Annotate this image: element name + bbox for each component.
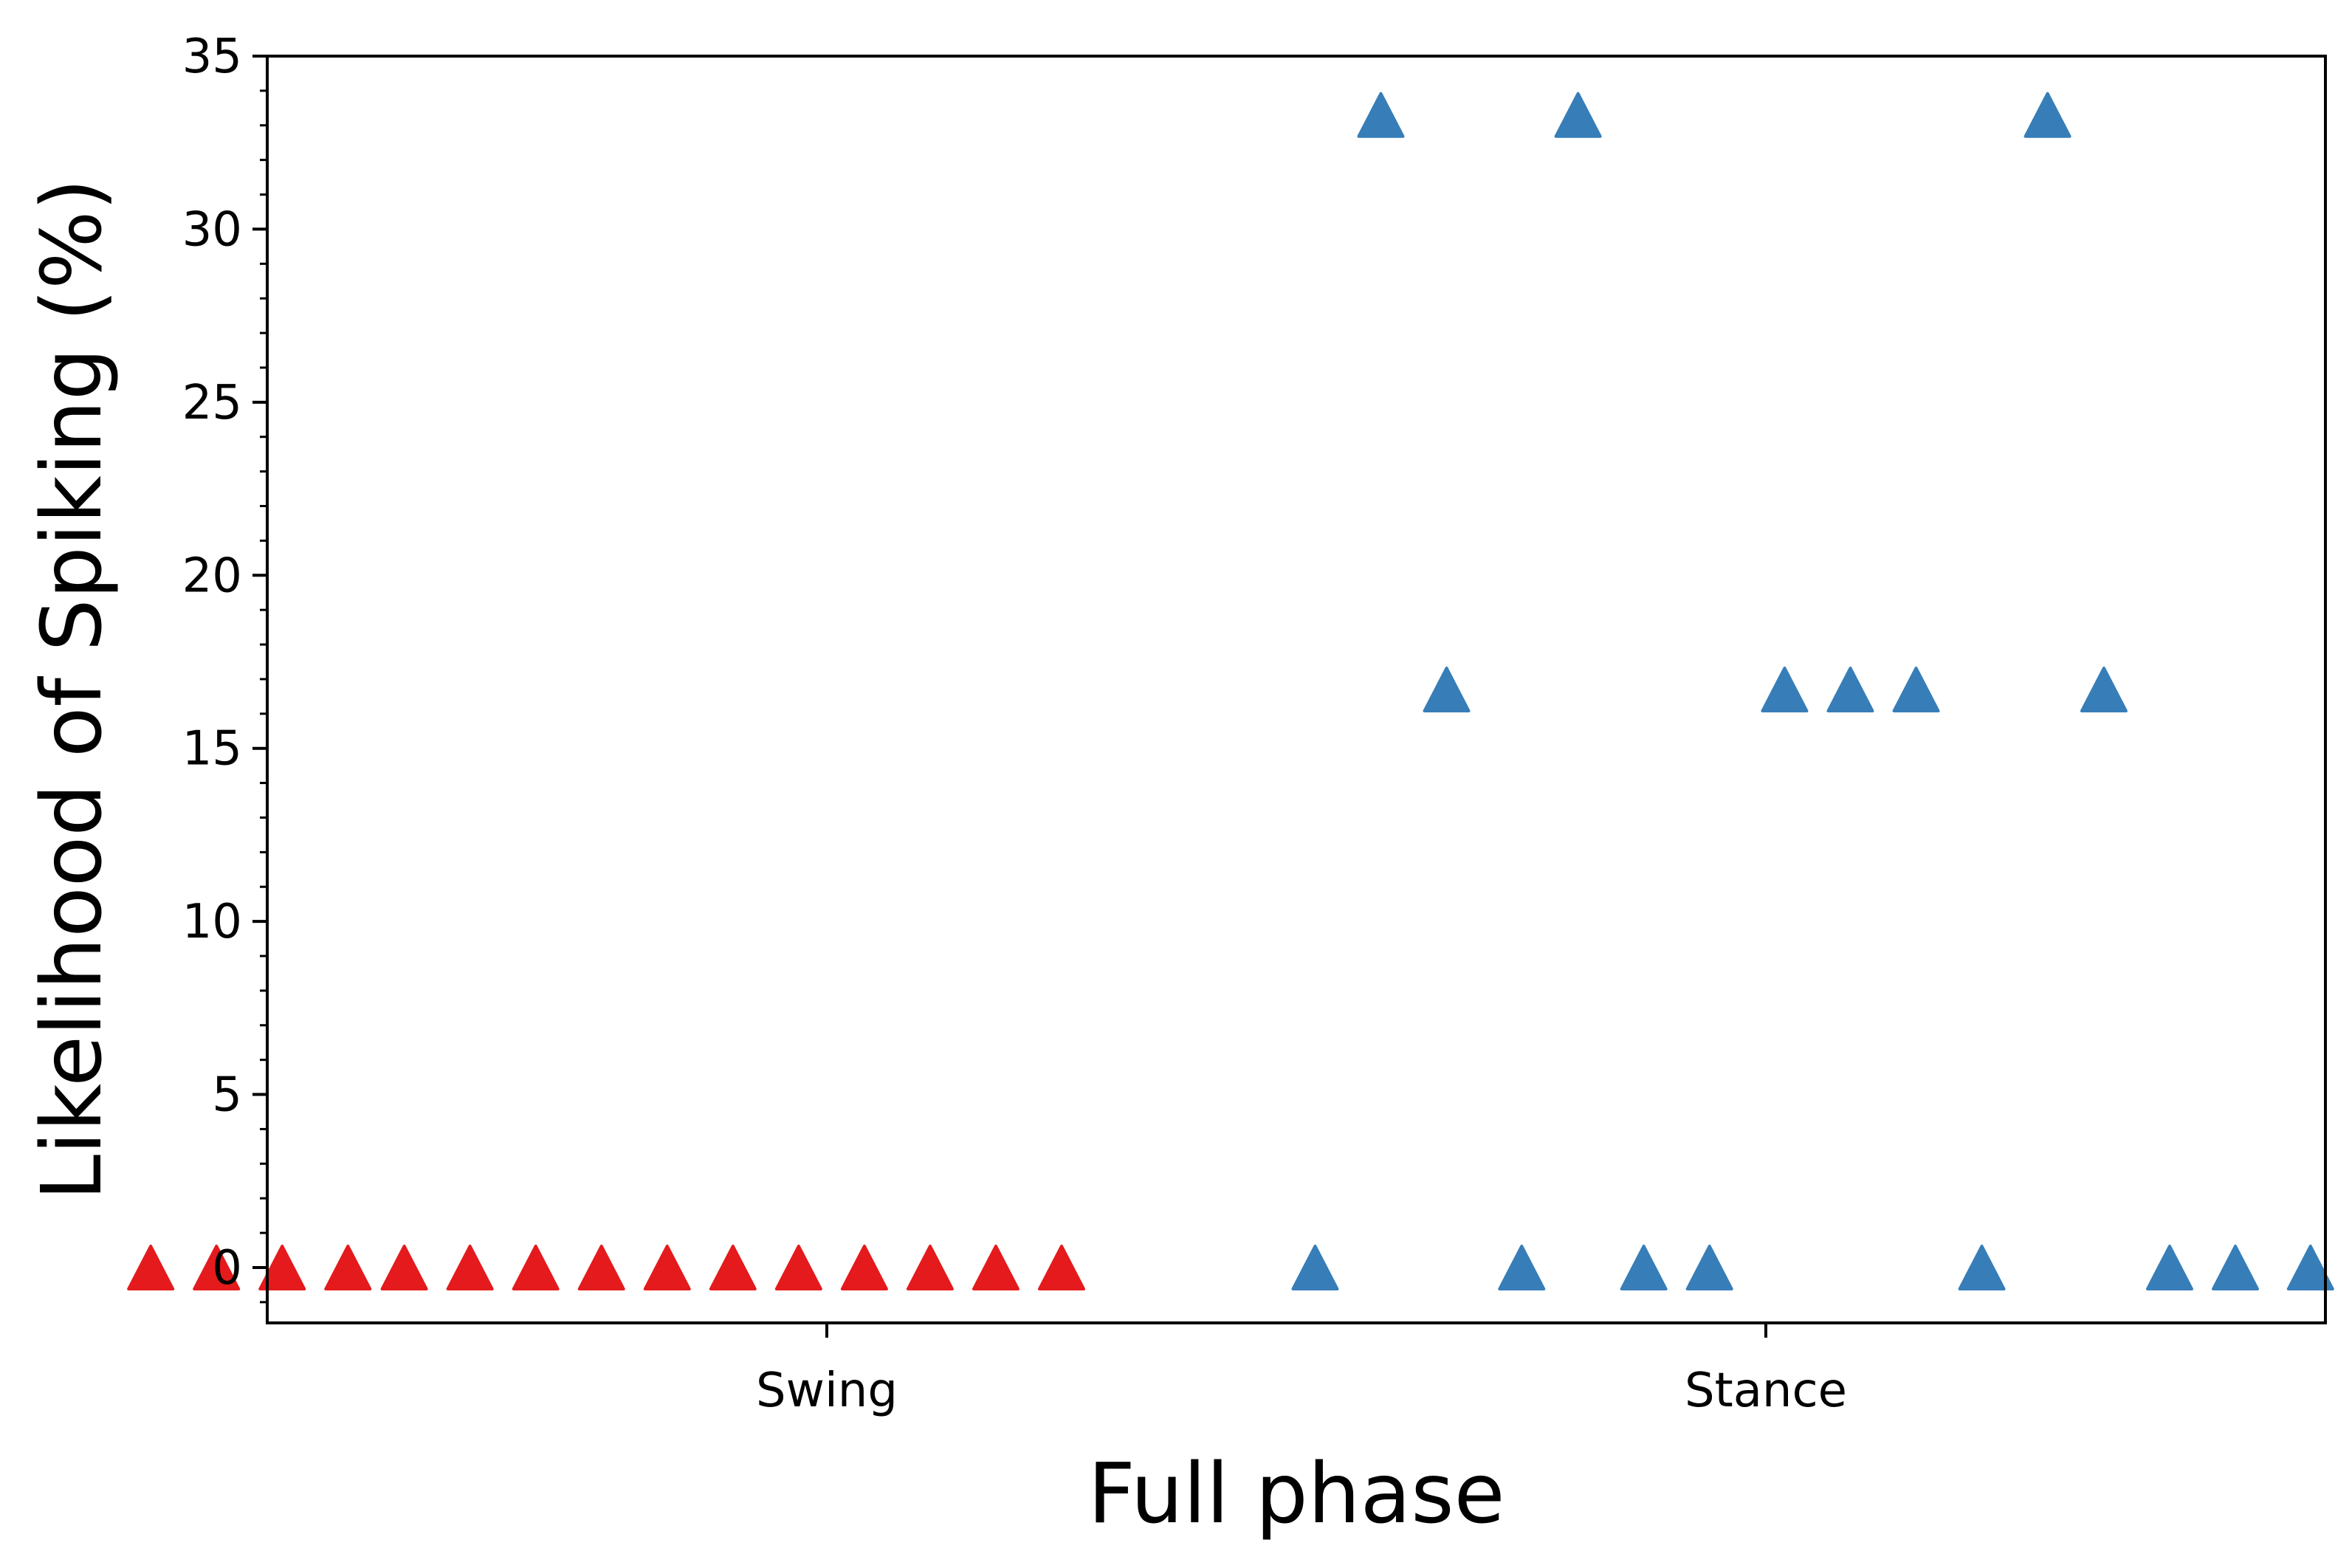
swing-point — [840, 1244, 888, 1290]
swing-point — [972, 1244, 1019, 1290]
swing-point — [906, 1244, 954, 1290]
y-axis-title: Likelihood of Spiking (%) — [24, 179, 120, 1201]
y-tick-label: 25 — [182, 376, 242, 430]
stance-point — [1554, 92, 1602, 138]
swing-point — [380, 1244, 428, 1290]
swing-point — [446, 1244, 494, 1290]
y-tick-label: 35 — [182, 30, 242, 84]
swing-point — [643, 1244, 691, 1290]
y-tick-label: 15 — [182, 722, 242, 777]
stance-point — [2286, 1244, 2334, 1290]
stance-point — [2212, 1244, 2259, 1290]
swing-point — [258, 1244, 306, 1290]
swing-point — [512, 1244, 560, 1290]
stance-point — [1892, 667, 1940, 712]
stance-point — [2145, 1244, 2193, 1290]
stance-point — [1826, 667, 1874, 712]
y-tick-label: 30 — [182, 202, 242, 257]
stance-point — [1291, 1244, 1339, 1290]
stance-point — [1423, 667, 1471, 712]
swing-point — [709, 1244, 757, 1290]
stance-point — [1498, 1244, 1546, 1290]
swing-point — [1038, 1244, 1085, 1290]
y-tick-label: 10 — [182, 895, 242, 949]
stance-point — [1620, 1244, 1668, 1290]
stance-point — [1685, 1244, 1733, 1290]
stance-point — [1958, 1244, 2006, 1290]
y-tick-label: 20 — [182, 549, 242, 603]
x-tick-label-stance: Stance — [1685, 1364, 1847, 1418]
plot-frame — [266, 55, 2327, 1324]
swing-point — [577, 1244, 625, 1290]
swing-point — [127, 1244, 175, 1290]
y-tick-label: 5 — [212, 1068, 242, 1123]
x-axis: Swing Stance — [756, 1323, 1847, 1418]
swing-point — [324, 1244, 372, 1290]
stance-point — [2023, 92, 2071, 138]
y-tick-label: 0 — [212, 1241, 242, 1296]
stance-point — [2080, 667, 2128, 712]
data-markers — [127, 92, 2334, 1290]
x-axis-title: Full phase — [1087, 1446, 1505, 1542]
stance-point — [1357, 92, 1405, 138]
swing-point — [193, 1244, 241, 1290]
stance-point — [1761, 667, 1809, 712]
x-tick-label-swing: Swing — [756, 1364, 898, 1418]
y-axis: 0 5 10 15 20 25 30 35 — [182, 30, 267, 1304]
swing-point — [774, 1244, 822, 1290]
